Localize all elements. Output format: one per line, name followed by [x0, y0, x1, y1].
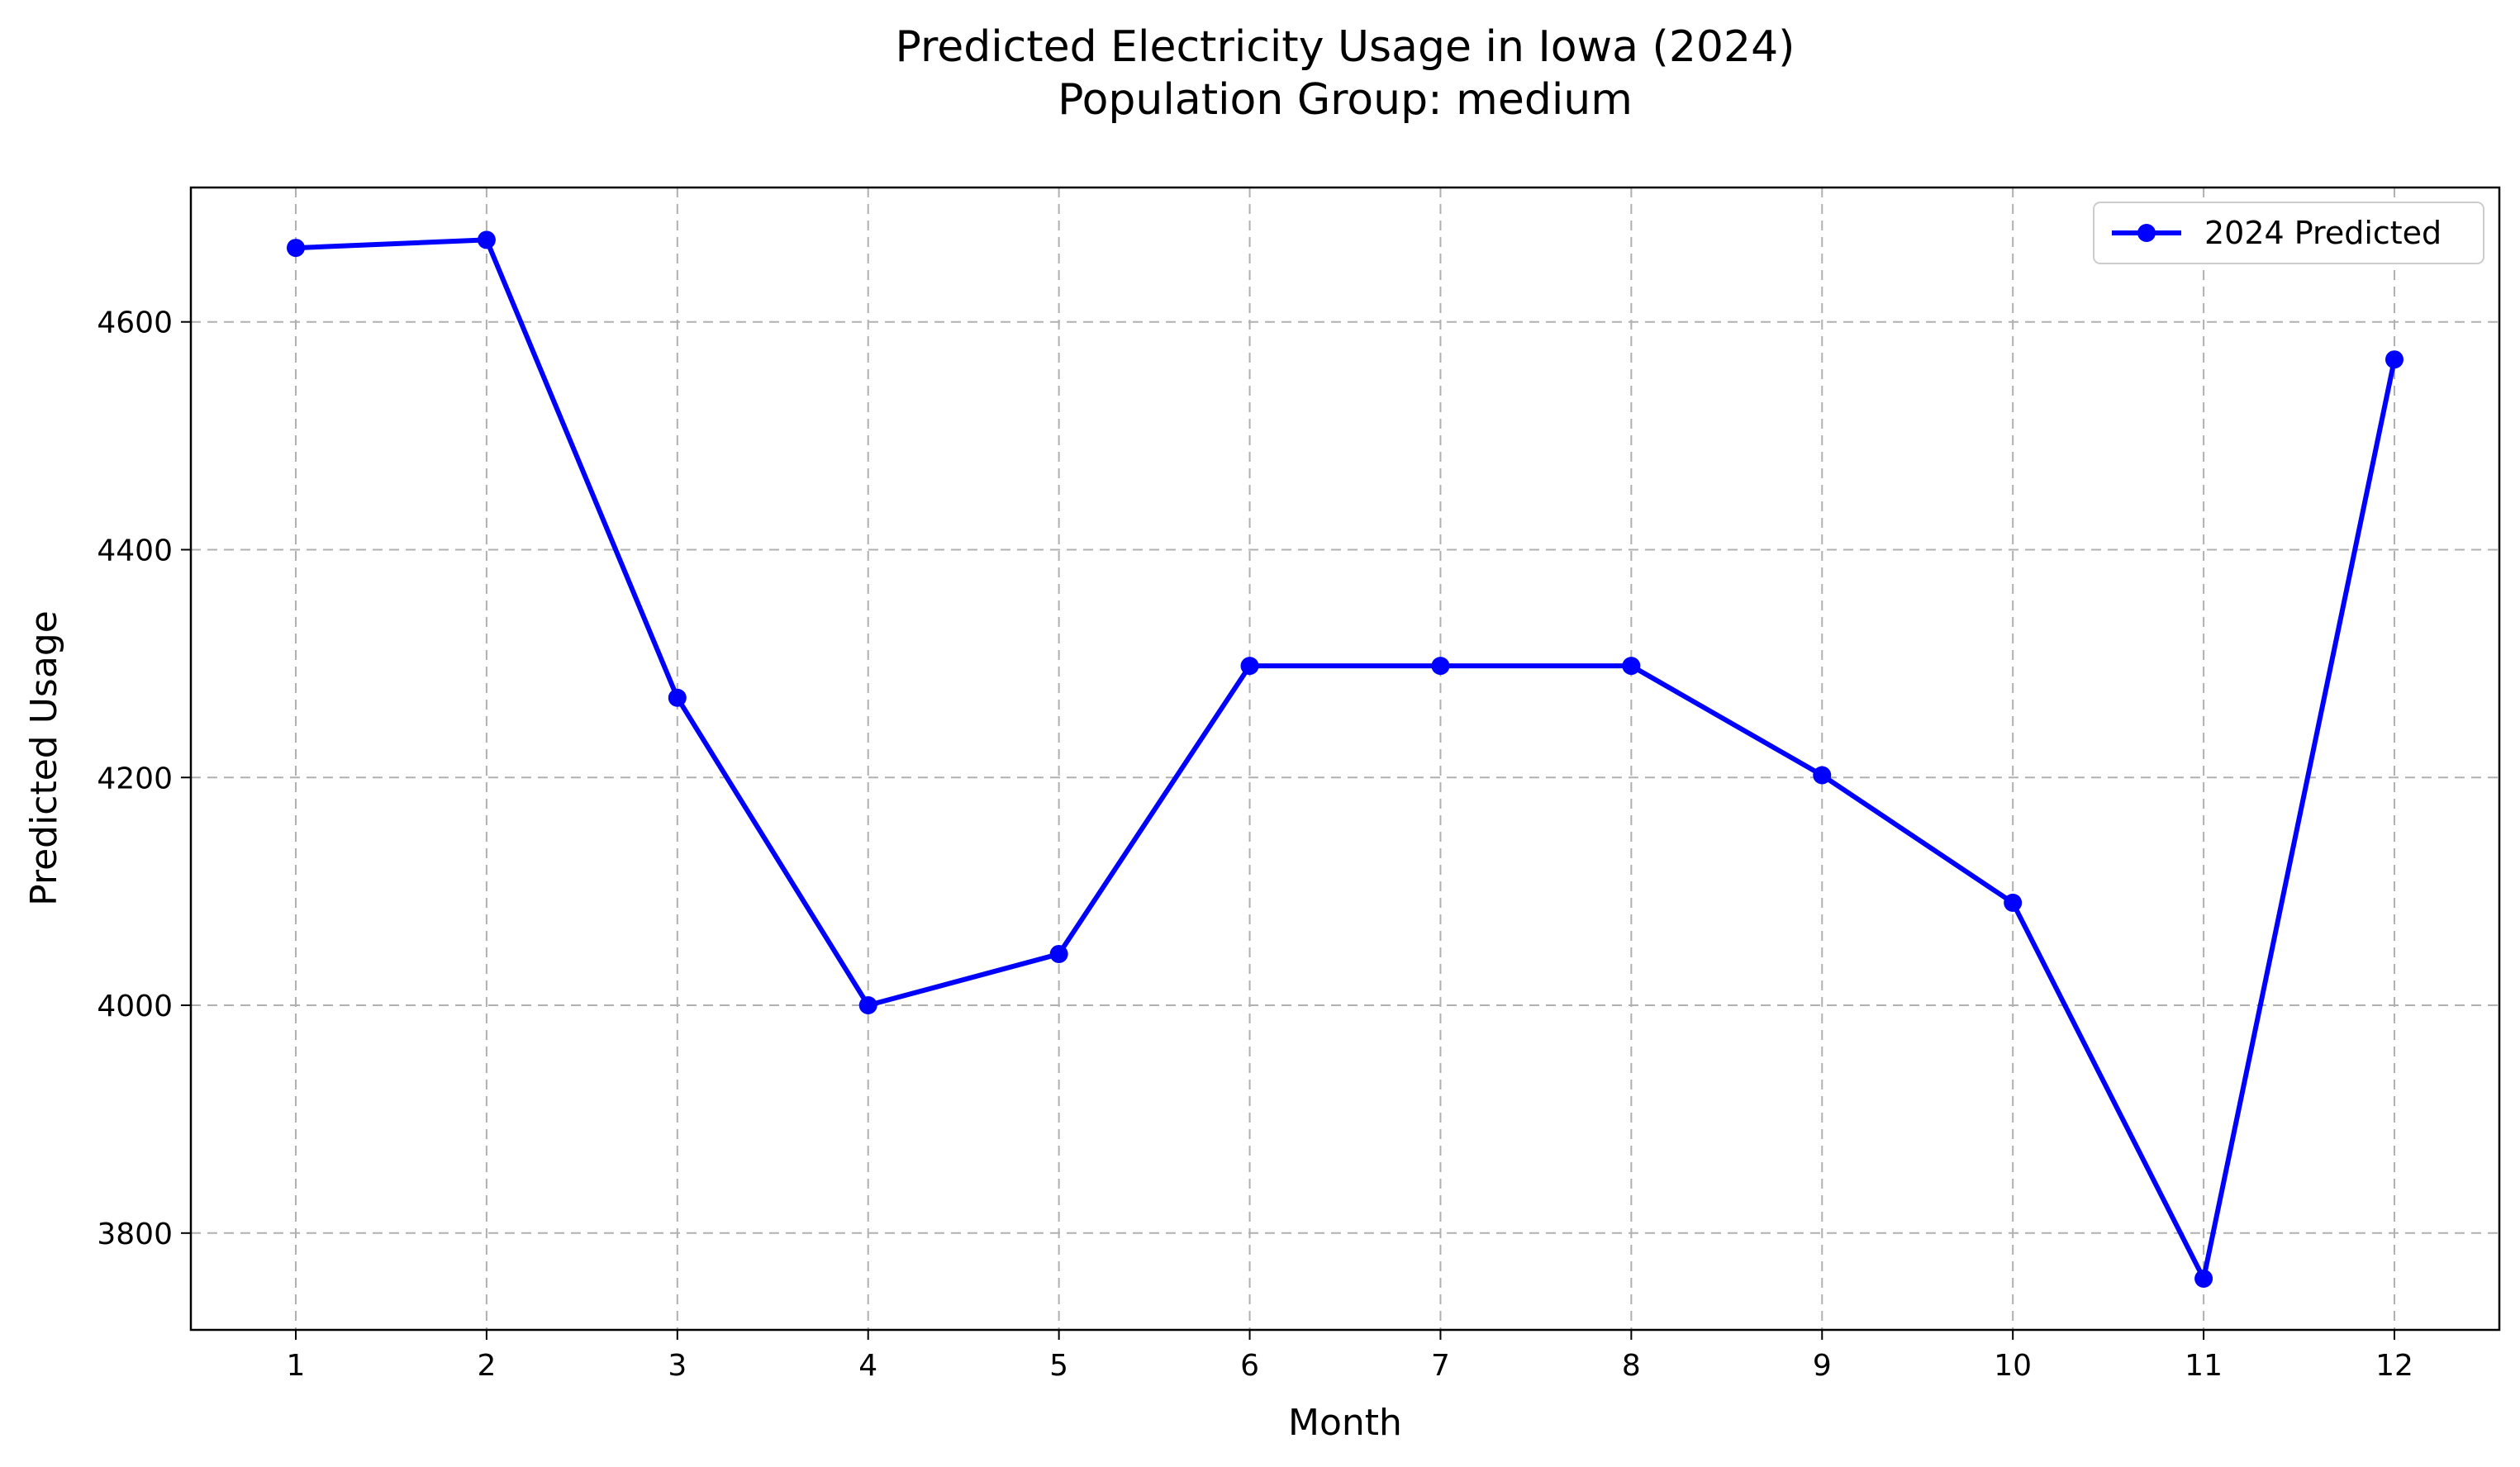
legend: 2024 Predicted [2093, 202, 2484, 264]
data-point-month-1 [287, 239, 305, 258]
x-tick-label: 5 [1049, 1349, 1068, 1383]
data-point-month-5 [1049, 944, 1068, 963]
x-tick-label: 2 [477, 1349, 496, 1383]
data-point-month-4 [858, 996, 877, 1015]
x-tick-label: 1 [287, 1349, 306, 1383]
x-tick-label: 7 [1431, 1349, 1450, 1383]
y-tick-label: 4400 [97, 534, 173, 567]
plot-area-frame [189, 186, 2501, 1332]
data-point-month-12 [2385, 350, 2404, 369]
legend-label-2024-predicted: 2024 Predicted [2204, 215, 2442, 251]
x-tick-label: 9 [1813, 1349, 1832, 1383]
y-tick-label: 4200 [97, 762, 173, 795]
x-axis-label: Month [1288, 1402, 1402, 1444]
y-tick-label: 4000 [97, 990, 173, 1023]
data-point-month-9 [1813, 766, 1832, 785]
data-point-month-3 [668, 688, 687, 707]
x-tick-label: 8 [1622, 1349, 1641, 1383]
x-tick-label: 4 [858, 1349, 877, 1383]
data-point-month-10 [2004, 893, 2023, 912]
legend-box [2093, 202, 2484, 264]
y-tick-label: 4600 [97, 306, 173, 340]
data-point-month-11 [2194, 1269, 2213, 1288]
y-axis-label: Predicted Usage [23, 610, 65, 906]
x-tick-label: 12 [2375, 1349, 2413, 1383]
data-point-month-6 [1240, 657, 1259, 676]
x-tick-label: 11 [2185, 1349, 2223, 1383]
data-point-month-8 [1622, 657, 1641, 676]
chart-title-line-2: Population Group: medium [1058, 75, 1633, 125]
data-point-month-7 [1431, 657, 1450, 676]
y-tick-label: 3800 [97, 1218, 173, 1251]
data-point-month-2 [477, 230, 496, 249]
series-layer [287, 230, 2404, 1288]
x-tick-label: 10 [1994, 1349, 2032, 1383]
x-tick-label: 3 [668, 1349, 687, 1383]
series-line-2024-predicted [295, 237, 2397, 1281]
chart-title-line-1: Predicted Electricity Usage in Iowa (202… [896, 22, 1795, 72]
grid [191, 188, 2499, 1330]
x-tick-label: 6 [1240, 1349, 1259, 1383]
legend-marker-sample [2137, 224, 2156, 242]
